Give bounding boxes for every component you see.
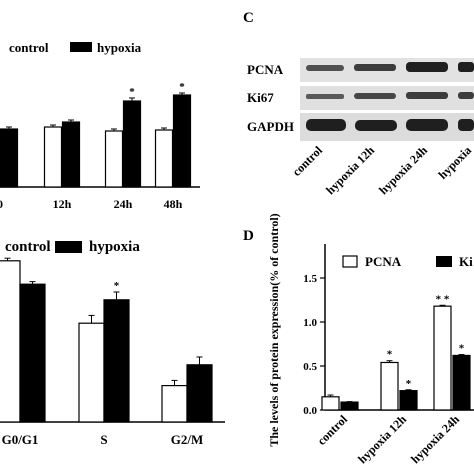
y-tick-label: 1.5 [303,273,317,285]
lane-label-control: control [289,143,325,179]
chart-cell-growth: * * 0 12h 24h 48h control hypoxia [0,40,200,211]
bar-ki-1 [399,390,418,411]
band-pcna-48h [458,62,474,72]
bar-hypoxia-1 [103,299,130,423]
row-label-ki67: Ki67 [247,90,274,105]
bar-hypoxia-1 [61,121,81,188]
significance-marker: * [406,378,412,390]
lane-label-hypoxia-12h: hypoxia 12h [323,143,377,197]
legend-swatch-hypoxia [70,42,92,52]
panel-letter-c: C [243,10,254,26]
bar-control-2 [161,385,188,423]
band-pcna-24h [406,62,448,72]
lane-label-hypoxia-24h: hypoxia 24h [376,143,430,197]
western-blot-panel: C PCNA Ki67 GAPDH control hypoxia 12h hy… [243,10,474,197]
legend-label-hypoxia: hypoxia [97,40,142,55]
band-pcna-12h [354,64,396,71]
x-tick-label: 0 [0,197,3,211]
x-tick-labels: control hypoxia 12h hypoxia 24h [314,412,462,466]
significance-marker: * [129,86,135,98]
x-tick-label: 48h [164,197,183,211]
x-tick-label: hypoxia 24h [408,412,462,466]
legend-label-control: control [5,239,51,255]
legend-swatch-ki [436,256,452,267]
band-ki67-48h [458,92,474,99]
legend-swatch-pcna [342,255,358,268]
x-tick-label: S [100,432,107,447]
panel-letter-d: D [243,228,254,244]
band-gapdh-48h [458,119,474,131]
legend-label-hypoxia: hypoxia [89,239,140,255]
band-gapdh-24h [406,119,448,131]
bar-control-1 [78,322,105,423]
bar-pcna-2 [433,305,452,411]
chart-protein-levels: D The levels of protein expression(% of … [243,213,474,466]
y-tick-label: 0.5 [303,361,317,373]
legend: control hypoxia [5,239,140,255]
significance-marker: * [459,343,465,355]
bar-control-0 [0,260,21,423]
x-tick-label: hypoxia 12h [355,412,409,466]
significance-marker: * [179,81,185,93]
row-label-gapdh: GAPDH [247,119,294,134]
bar-hypoxia-2 [122,100,142,188]
bars-group: * [0,257,213,423]
band-gapdh-control [306,119,346,131]
legend: PCNA Ki [342,254,473,269]
chart-cell-cycle: * G0/G1 S G2/M control hypoxia [0,239,225,447]
band-pcna-control [306,65,344,71]
legend-label-ki: Ki [459,254,473,269]
bars-group: * * [0,81,192,188]
legend-label-control: control [9,40,49,55]
y-axis-label: The levels of protein expression(% of co… [267,213,281,446]
x-tick-labels: 0 12h 24h 48h [0,197,183,211]
bar-ki-2 [452,354,471,411]
x-tick-label: 24h [114,197,133,211]
band-gapdh-12h [355,120,397,131]
x-tick-label: G0/G1 [2,432,39,447]
bars-group: * * * * * [321,293,471,411]
bar-hypoxia-0 [19,283,46,423]
bar-control-2 [104,130,124,188]
bar-hypoxia-0 [0,128,19,188]
legend-label-pcna: PCNA [365,254,402,269]
significance-marker: * [114,280,120,292]
legend-swatch-hypoxia [55,241,82,253]
row-label-pcna: PCNA [247,62,284,77]
y-tick-label: 1.0 [303,317,317,329]
band-ki67-24h [406,92,448,99]
x-tick-label: 12h [53,197,72,211]
band-ki67-control [306,94,344,99]
significance-marker: * [387,349,393,361]
bar-hypoxia-2 [186,364,213,423]
y-tick-label: 0.0 [303,405,317,417]
bar-control-1 [43,126,63,188]
bar-pcna-1 [380,361,399,411]
bar-ki-0 [340,401,359,411]
bar-hypoxia-3 [172,94,192,188]
bar-pcna-0 [321,396,340,411]
lane-label-hypoxia: hypoxia [435,143,474,182]
x-tick-label: G2/M [171,432,204,447]
band-ki67-12h [354,93,396,99]
x-tick-label: control [314,412,350,448]
y-tick-labels: 0.0 0.5 1.0 1.5 [303,273,325,417]
legend: control hypoxia [9,40,142,55]
significance-marker: * * [436,293,450,305]
bar-control-3 [154,129,174,188]
x-tick-labels: G0/G1 S G2/M [2,432,204,447]
